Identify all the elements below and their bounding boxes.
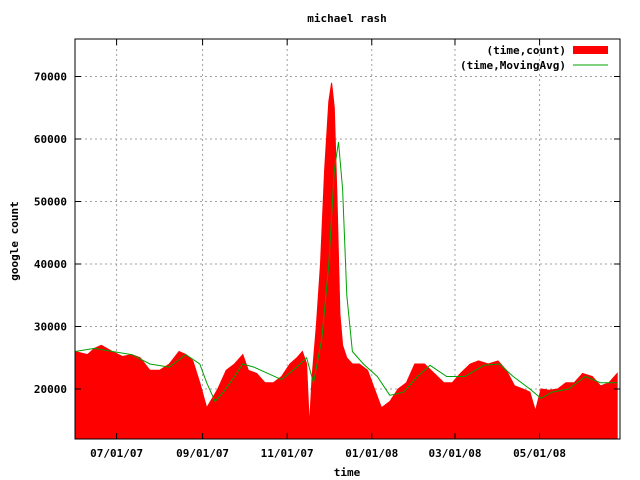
legend-swatch-count (573, 46, 608, 54)
y-axis-label: google count (8, 201, 21, 280)
x-tick-label: 05/01/08 (513, 447, 566, 460)
y-tick-label: 50000 (34, 196, 67, 209)
axes: 20000 30000 40000 50000 60000 70000 07/01/07 09… (34, 38, 621, 460)
series-count-area (74, 82, 618, 440)
legend-label: (time,count) (487, 44, 566, 57)
x-axis-label: time (334, 466, 361, 479)
chart-title: michael rash (307, 12, 386, 25)
y-tick-label: 30000 (34, 321, 67, 334)
x-tick-label: 01/01/08 (345, 447, 398, 460)
y-tick-label: 60000 (34, 133, 67, 146)
series-moving-avg-line (74, 142, 618, 403)
y-tick-label: 40000 (34, 258, 67, 271)
x-tick-label: 11/01/07 (261, 447, 314, 460)
x-tick-label: 09/01/07 (176, 447, 229, 460)
plot-border (74, 38, 621, 440)
x-tick-label: 07/01/07 (90, 447, 143, 460)
legend-label: (time,MovingAvg) (460, 59, 566, 72)
y-tick-label: 20000 (34, 383, 67, 396)
x-tick-label: 03/01/08 (428, 447, 481, 460)
y-tick-label: 70000 (34, 71, 67, 84)
legend: (time,count) (time,MovingAvg) (460, 44, 608, 72)
series-layer (74, 82, 618, 440)
